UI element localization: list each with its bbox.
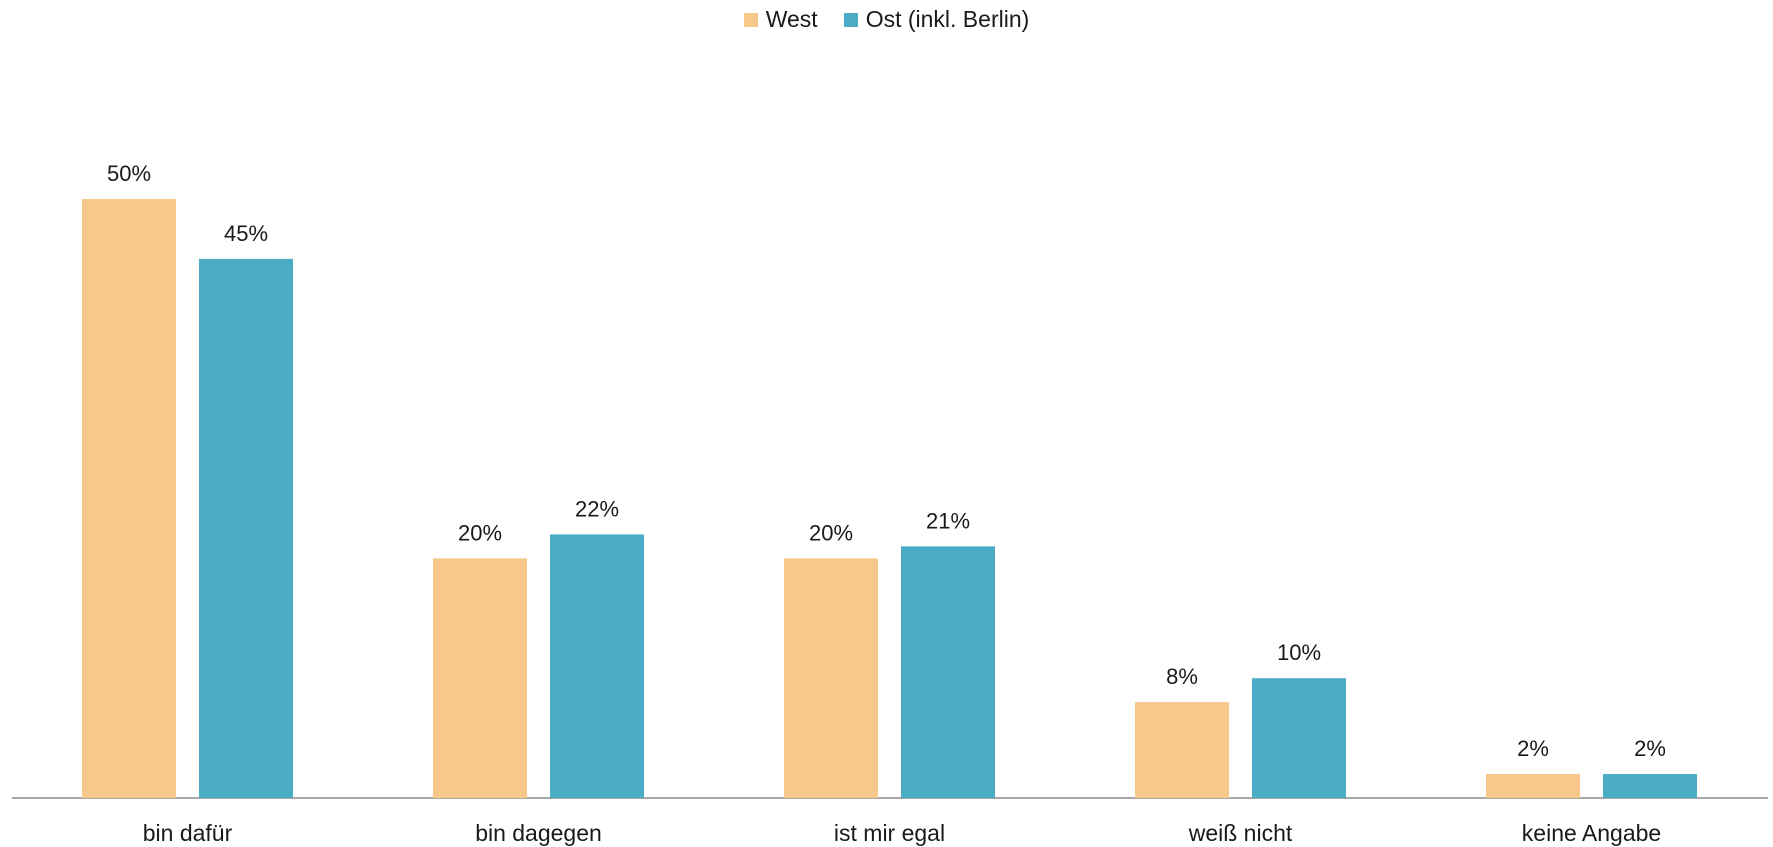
bar-west-4 bbox=[1486, 774, 1580, 798]
data-label-west-4: 2% bbox=[1517, 736, 1549, 761]
legend-item-west: West bbox=[743, 6, 818, 33]
category-label-2: ist mir egal bbox=[834, 820, 945, 846]
legend: West Ost (inkl. Berlin) bbox=[0, 6, 1773, 33]
data-label-west-1: 20% bbox=[458, 520, 502, 545]
data-label-ost-4: 2% bbox=[1634, 736, 1666, 761]
data-label-west-3: 8% bbox=[1166, 664, 1198, 689]
data-label-ost-3: 10% bbox=[1277, 640, 1321, 665]
bar-ost-4 bbox=[1603, 774, 1697, 798]
data-label-ost-1: 22% bbox=[575, 496, 619, 521]
legend-label-ost: Ost (inkl. Berlin) bbox=[865, 6, 1030, 32]
category-label-0: bin dafür bbox=[143, 820, 233, 846]
data-label-ost-2: 21% bbox=[926, 508, 970, 533]
data-label-ost-0: 45% bbox=[224, 221, 268, 246]
category-label-4: keine Angabe bbox=[1522, 820, 1661, 846]
bar-west-1 bbox=[433, 558, 527, 798]
bar-west-2 bbox=[784, 558, 878, 798]
bar-ost-0 bbox=[199, 258, 293, 798]
category-label-3: weiß nicht bbox=[1188, 820, 1293, 846]
category-label-1: bin dagegen bbox=[475, 820, 602, 846]
bar-ost-1 bbox=[550, 534, 644, 798]
legend-label-west: West bbox=[765, 6, 818, 32]
bar-west-3 bbox=[1135, 702, 1229, 798]
bar-west-0 bbox=[82, 199, 176, 798]
legend-swatch-west bbox=[743, 12, 758, 27]
legend-item-ost: Ost (inkl. Berlin) bbox=[843, 6, 1030, 33]
legend-swatch-ost bbox=[843, 12, 858, 27]
bar-ost-3 bbox=[1252, 678, 1346, 798]
bar-ost-2 bbox=[901, 546, 995, 798]
data-label-west-2: 20% bbox=[809, 520, 853, 545]
data-label-west-0: 50% bbox=[107, 161, 151, 186]
